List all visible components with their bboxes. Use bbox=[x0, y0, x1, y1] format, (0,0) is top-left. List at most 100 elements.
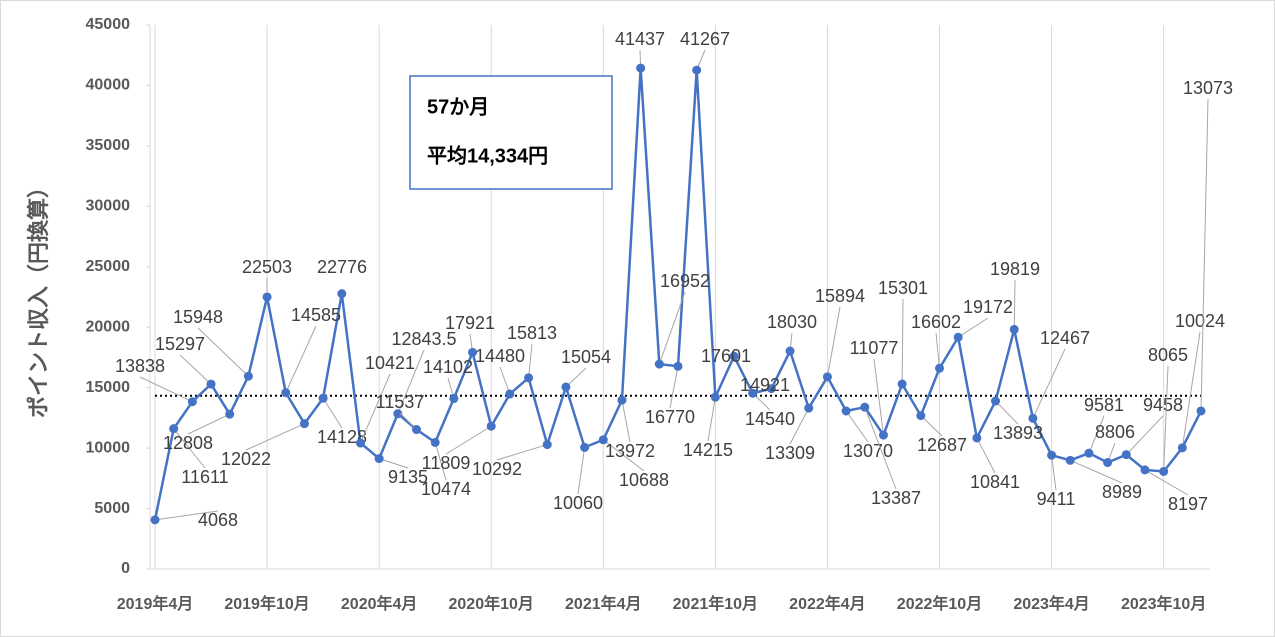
data-label: 12808 bbox=[163, 433, 213, 453]
data-label: 13893 bbox=[993, 423, 1043, 443]
data-point bbox=[225, 409, 235, 419]
data-label: 15894 bbox=[815, 286, 865, 306]
x-tick-label: 2019年10月 bbox=[224, 594, 309, 613]
leader-line bbox=[434, 442, 447, 481]
data-label: 15297 bbox=[155, 334, 205, 354]
x-tick-label: 2019年4月 bbox=[117, 594, 194, 613]
leader-line bbox=[499, 366, 511, 395]
data-label: 16602 bbox=[911, 312, 961, 332]
data-label: 11809 bbox=[422, 453, 471, 473]
annotation: 57か月 bbox=[427, 95, 489, 118]
data-point bbox=[542, 440, 552, 450]
data-point bbox=[953, 332, 963, 342]
leader-line bbox=[621, 399, 631, 443]
data-label: 14480 bbox=[475, 346, 525, 366]
leader-line bbox=[845, 410, 869, 443]
x-tick-label: 2020年10月 bbox=[449, 594, 534, 613]
data-label: 8197 bbox=[1168, 494, 1208, 514]
leader-line bbox=[957, 317, 989, 338]
leader-line bbox=[873, 358, 884, 436]
data-label: 14128 bbox=[317, 427, 367, 447]
data-label: 41437 bbox=[615, 29, 665, 49]
y-tick-label: 5000 bbox=[94, 500, 130, 517]
data-label: 13838 bbox=[115, 356, 165, 376]
data-point bbox=[636, 63, 646, 73]
leader-line bbox=[826, 306, 841, 377]
data-label: 15301 bbox=[878, 278, 928, 298]
leader-line bbox=[565, 367, 587, 388]
leader-line bbox=[864, 406, 897, 490]
data-point bbox=[355, 438, 365, 448]
y-tick-label: 35000 bbox=[86, 137, 131, 154]
leader-line bbox=[1051, 455, 1057, 491]
data-label: 14540 bbox=[745, 409, 795, 429]
y-tick-label: 15000 bbox=[86, 379, 131, 396]
data-label: 10421 bbox=[365, 353, 415, 373]
data-point bbox=[468, 347, 478, 357]
leader-line bbox=[1088, 415, 1105, 454]
data-point bbox=[561, 382, 571, 392]
annotation-box bbox=[409, 75, 613, 190]
data-point bbox=[169, 424, 179, 434]
leader-line bbox=[139, 376, 193, 403]
data-point bbox=[449, 394, 459, 404]
leader-line bbox=[577, 447, 586, 495]
leader-line bbox=[935, 332, 940, 369]
leader-line bbox=[1070, 459, 1123, 484]
data-point bbox=[1065, 455, 1075, 465]
leader-line bbox=[445, 425, 492, 455]
leader-line bbox=[179, 354, 212, 385]
data-label: 9581 bbox=[1084, 395, 1124, 415]
data-label: 8065 bbox=[1148, 345, 1188, 365]
data-point bbox=[1103, 458, 1113, 468]
leader-line bbox=[197, 327, 249, 377]
data-point bbox=[617, 395, 627, 405]
leader-line bbox=[322, 397, 343, 429]
y-tick-label: 30000 bbox=[86, 198, 131, 215]
data-point bbox=[206, 379, 216, 389]
data-point bbox=[1084, 448, 1094, 458]
data-label: 11077 bbox=[850, 338, 899, 358]
leader-line bbox=[245, 423, 305, 451]
data-point bbox=[1009, 324, 1019, 334]
data-label: 10060 bbox=[553, 493, 603, 513]
x-tick-label: 2023年10月 bbox=[1121, 594, 1206, 613]
data-point bbox=[785, 346, 795, 356]
data-point bbox=[393, 409, 403, 419]
data-point bbox=[878, 430, 888, 440]
data-label: 13972 bbox=[605, 441, 655, 461]
data-label: 13073 bbox=[1183, 78, 1233, 98]
leader-line bbox=[378, 458, 409, 469]
data-point bbox=[1121, 450, 1131, 460]
data-label: 10474 bbox=[421, 479, 471, 499]
data-label: 41267 bbox=[680, 29, 730, 49]
leader-line bbox=[1200, 98, 1209, 411]
data-label: 4068 bbox=[198, 510, 238, 530]
data-label: 15813 bbox=[507, 323, 557, 343]
data-point bbox=[281, 388, 291, 398]
data-label: 10292 bbox=[472, 459, 522, 479]
data-point bbox=[766, 384, 776, 394]
data-label: 16770 bbox=[645, 407, 695, 427]
data-label: 22776 bbox=[317, 257, 367, 277]
data-point bbox=[1047, 450, 1057, 460]
data-point bbox=[897, 379, 907, 389]
data-point bbox=[486, 421, 496, 431]
data-label: 10841 bbox=[970, 472, 1020, 492]
leader-line bbox=[173, 428, 206, 469]
data-point bbox=[1196, 406, 1206, 416]
data-point bbox=[729, 351, 739, 361]
data-label: 18030 bbox=[767, 312, 817, 332]
x-tick-label: 2022年10月 bbox=[897, 594, 982, 613]
data-point bbox=[187, 397, 197, 407]
data-label: 11611 bbox=[181, 467, 228, 487]
data-point bbox=[1159, 467, 1169, 477]
data-label: 19819 bbox=[990, 259, 1040, 279]
leader-line bbox=[976, 437, 996, 474]
data-point bbox=[598, 435, 608, 445]
y-tick-label: 10000 bbox=[86, 439, 131, 456]
x-tick-label: 2021年4月 bbox=[565, 594, 642, 613]
leader-line bbox=[397, 349, 425, 414]
leader-line bbox=[1163, 365, 1169, 472]
